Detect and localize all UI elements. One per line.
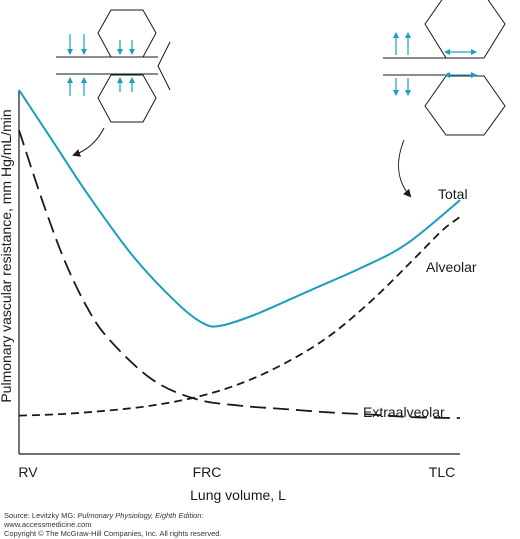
credit-website: www.accessmedicine.com [4,520,92,530]
inset-high-volume-diagram [383,0,506,198]
series-label-total: Total [438,186,468,202]
alveolus-top [424,0,506,59]
alveolus-bottom [97,74,157,123]
inset-low-volume-diagram [56,9,171,157]
pointer-arrow-low-volume [72,127,105,157]
source-credit: Source: Levitzky MG: Pulmonary Physiolog… [4,511,222,539]
credit-copyright: Copyright © The McGraw-Hill Companies, I… [4,529,222,539]
pointer-arrow-high-volume [398,139,412,198]
series-label-extraalveolar: Extraalveolar [363,404,445,420]
x-axis-title: Lung volume, L [190,487,286,503]
x-tick-label-tlc: TLC [429,464,455,480]
alveolus-bottom [424,75,506,136]
series-line-extraalveolar [18,129,461,419]
x-tick-label-rv: RV [18,464,38,480]
series-line-total [18,89,461,328]
series-label-alveolar: Alveolar [426,259,477,275]
credit-book-title: Pulmonary Physiology, Eighth Edition: [77,511,204,520]
x-tick-label-frc: FRC [193,464,222,480]
chart-series-group [18,89,461,419]
y-axis-title: Pulmonary vascular resistance, mm Hg/mL/… [0,109,14,402]
series-line-alveolar [18,216,461,417]
alveolus-top [97,9,157,58]
vessel-branch [157,41,171,91]
credit-prefix: Source: Levitzky MG: [4,511,78,520]
